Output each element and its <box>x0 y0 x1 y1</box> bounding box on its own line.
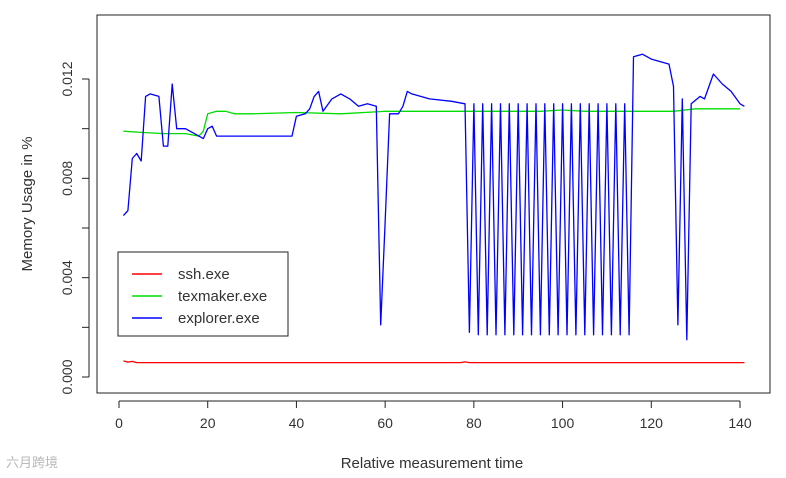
x-tick-label: 80 <box>466 415 482 431</box>
legend-label: ssh.exe <box>178 266 230 283</box>
x-axis: 0 20 40 60 80 100 120 140 <box>115 400 752 431</box>
x-tick-label: 20 <box>200 415 216 431</box>
y-tick-label: 0.012 <box>59 61 75 96</box>
y-tick-label: 0.004 <box>59 260 75 295</box>
plot-frame <box>96 14 771 394</box>
y-tick-label: 0.000 <box>59 359 75 394</box>
legend-box <box>117 251 289 337</box>
x-tick-label: 40 <box>289 415 305 431</box>
series-line-ssh <box>123 360 745 364</box>
watermark: 六月跨境 <box>6 456 59 471</box>
legend-label: texmaker.exe <box>178 288 267 305</box>
x-axis-title: Relative measurement time <box>341 455 524 472</box>
x-tick-label: 100 <box>551 415 575 431</box>
legend-label: explorer.exe <box>178 310 260 327</box>
y-axis: 0.000 0.004 0.008 0.012 <box>59 61 90 395</box>
y-axis-title: Memory Usage in % <box>19 136 36 271</box>
series-layer <box>122 53 745 364</box>
series-line-explorer <box>122 53 745 341</box>
x-tick-label: 0 <box>115 415 123 431</box>
x-tick-label: 60 <box>377 415 393 431</box>
y-tick-label: 0.008 <box>59 161 75 196</box>
series-line-texmaker <box>123 108 740 137</box>
x-tick-label: 120 <box>640 415 664 431</box>
x-tick-label: 140 <box>728 415 752 431</box>
legend: ssh.exe texmaker.exe explorer.exe <box>117 251 289 337</box>
